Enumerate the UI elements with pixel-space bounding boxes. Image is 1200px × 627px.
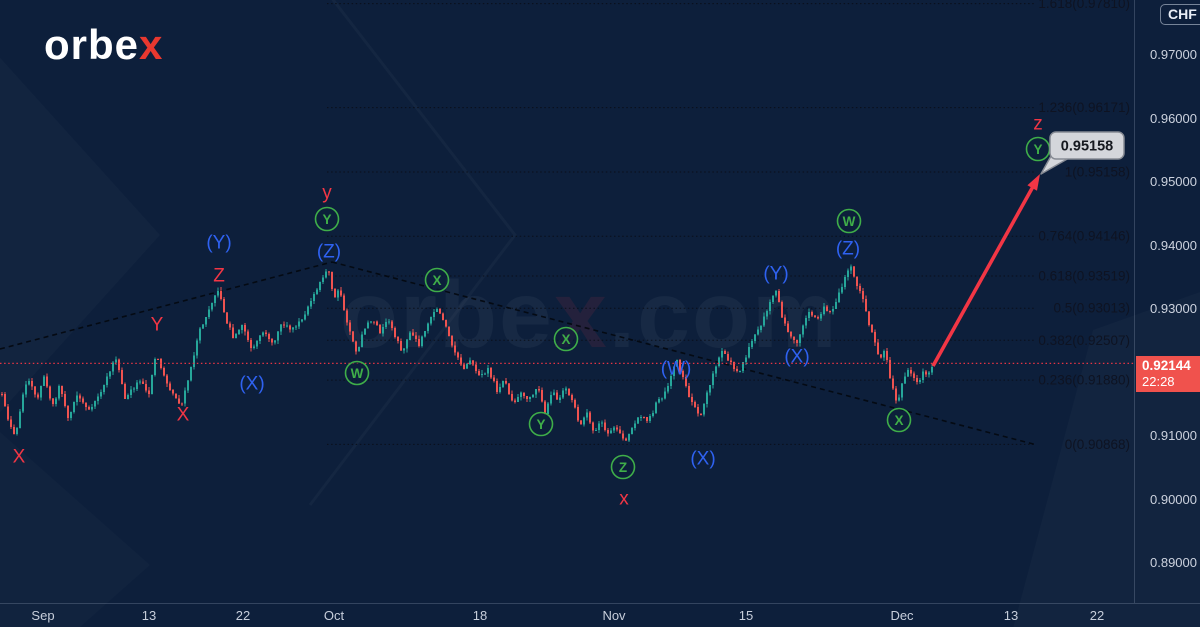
wave-label-circled-Y[interactable]: Y [1025,136,1051,162]
time-tick-Nov: Nov [602,608,626,623]
svg-text:0.618(0.93519): 0.618(0.93519) [1038,269,1130,284]
wave-label-red-y[interactable]: y [322,183,332,204]
logo-text: orbe [44,21,140,68]
price-tick-0.96000: 0.96000 [1150,110,1197,126]
wave-label-circled-W[interactable]: W [344,360,370,386]
projection-arrow[interactable] [931,174,1040,367]
time-tick-Dec: Dec [890,608,914,623]
watermark-tail: .com [608,262,839,368]
wave-label-blue-W[interactable]: (W) [661,359,692,380]
wave-label-red-Y[interactable]: Y [151,315,164,336]
time-tick-13: 13 [141,608,157,623]
svg-text:0(0.90868): 0(0.90868) [1065,437,1130,452]
price-tick-0.90000: 0.90000 [1150,491,1197,507]
svg-text:Y: Y [1033,142,1042,157]
time-tick-13: 13 [1003,608,1019,623]
last-price-countdown: 22:28 [1142,374,1175,389]
symbol-badge: CHF [1160,4,1200,25]
svg-text:1.236(0.96171): 1.236(0.96171) [1038,100,1130,115]
svg-text:1(0.95158): 1(0.95158) [1065,165,1130,180]
wave-label-blue-X[interactable]: (X) [784,347,809,368]
wave-label-red-X[interactable]: X [13,447,26,468]
svg-text:0.236(0.91880): 0.236(0.91880) [1038,373,1130,388]
price-tick-0.91000: 0.91000 [1150,428,1197,443]
wave-label-blue-X[interactable]: (X) [239,374,264,395]
time-tick-Oct: Oct [323,608,345,623]
svg-text:W: W [351,366,364,381]
svg-text:0.382(0.92507): 0.382(0.92507) [1038,333,1130,348]
svg-text:X: X [894,413,903,428]
time-axis[interactable]: Sep 13 22 Oct 18 Nov 15 Dec 13 22 [0,603,1200,627]
price-tick-0.89000: 0.89000 [1150,555,1197,570]
time-tick-15: 15 [738,608,754,623]
wave-label-circled-Z[interactable]: Z [610,454,636,480]
wave-label-blue-X[interactable]: (X) [690,449,715,470]
wave-label-blue-Z[interactable]: (Z) [836,239,860,260]
fib-labels: 1.618(0.97810) 1.236(0.96171) 1(0.95158) 0.… [1038,0,1130,452]
candles [0,264,934,443]
trendlines[interactable] [0,261,1038,446]
wave-label-blue-Z[interactable]: (Z) [317,242,341,263]
logo-x: x [139,21,164,68]
price-axis[interactable]: 0.97000 0.96000 0.95000 0.94000 0.93000 0.910… [1134,0,1200,603]
wave-label-circled-W[interactable]: W [836,208,862,234]
wave-label-circled-X[interactable]: X [886,407,912,433]
svg-text:Z: Z [619,460,627,475]
time-tick-18: 18 [472,608,488,623]
price-tick-0.95000: 0.95000 [1150,174,1197,189]
price-tick-0.94000: 0.94000 [1150,237,1197,253]
wave-label-circled-Y[interactable]: Y [314,206,340,232]
svg-text:0.5(0.93013): 0.5(0.93013) [1053,301,1130,316]
wave-label-circled-Y[interactable]: Y [528,411,554,437]
wave-label-circled-X[interactable]: X [553,326,579,352]
last-price-value: 0.92144 [1142,358,1191,373]
svg-text:X: X [432,273,441,288]
time-tick-22: 22 [235,608,251,623]
wave-label-blue-Y[interactable]: (Y) [763,264,788,285]
fib-retracement-lines[interactable] [327,3,1034,445]
svg-text:Y: Y [322,212,331,227]
svg-text:W: W [843,214,856,229]
wave-label-red-x[interactable]: x [619,489,629,510]
time-tick-Sep: Sep [31,608,55,623]
wave-label-red-Z[interactable]: Z [213,266,225,287]
wave-label-circled-X[interactable]: X [424,267,450,293]
svg-text:X: X [561,332,570,347]
wave-label-blue-Y[interactable]: (Y) [206,233,231,254]
svg-text:0.764(0.94146): 0.764(0.94146) [1038,229,1130,244]
svg-text:1.618(0.97810): 1.618(0.97810) [1038,0,1130,11]
last-price-badge: 0.92144 22:28 [1136,356,1200,392]
time-tick-22: 22 [1089,608,1105,623]
svg-text:Y: Y [536,417,545,432]
wave-label-red-z[interactable]: z [1033,114,1043,135]
price-tick-0.97000: 0.97000 [1150,47,1197,62]
orbex-logo: orbex [44,24,163,66]
price-tooltip: 0.95158 [1040,131,1125,175]
wave-label-red-X[interactable]: X [177,405,190,426]
svg-text:0.95158: 0.95158 [1061,139,1113,155]
price-tick-0.93000: 0.93000 [1150,301,1197,316]
